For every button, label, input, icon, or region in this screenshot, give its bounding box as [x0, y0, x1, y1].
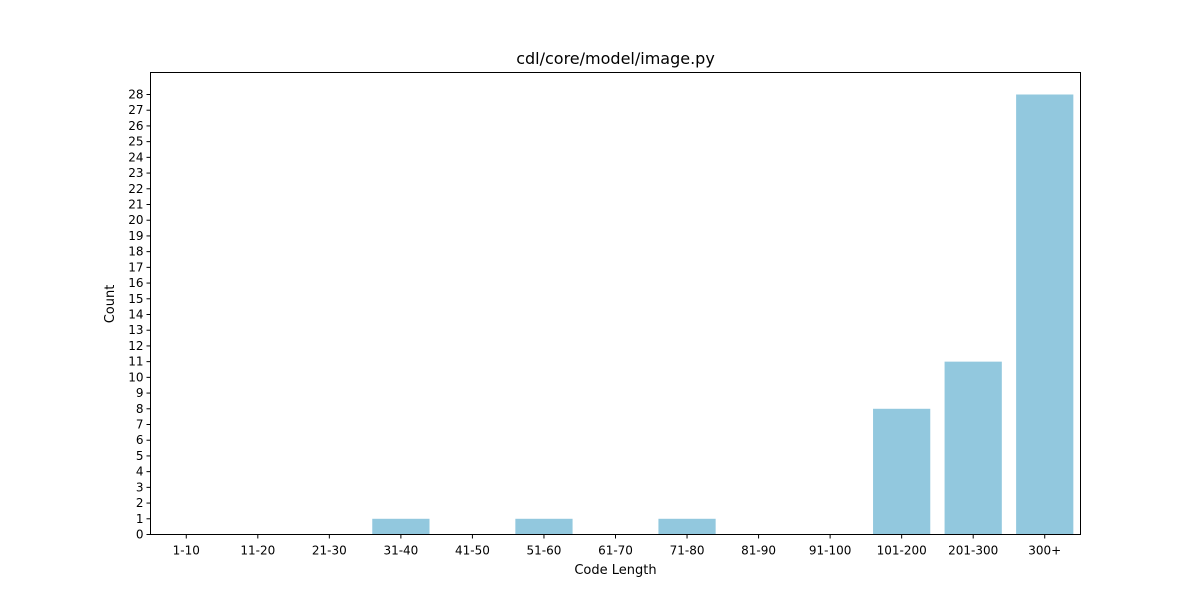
y-axis-ticks: 0123456789101112131415161718192021222324… [128, 88, 151, 542]
chart-title: cdl/core/model/image.py [516, 49, 715, 68]
x-tick-label: 300+ [1028, 544, 1061, 558]
x-tick-label: 21-30 [312, 544, 347, 558]
x-tick-label: 11-20 [240, 544, 275, 558]
bar-51-60 [515, 518, 573, 535]
x-tick-label: 1-10 [173, 544, 200, 558]
bar-300+ [1016, 94, 1074, 535]
bar-101-200 [873, 408, 931, 535]
x-tick-label: 51-60 [527, 544, 562, 558]
y-tick-label: 12 [128, 339, 143, 353]
y-tick-label: 14 [128, 308, 143, 322]
bar-201-300 [944, 361, 1002, 535]
y-axis-label: Count [103, 285, 118, 324]
y-tick-label: 22 [128, 182, 143, 196]
y-tick-label: 26 [128, 119, 143, 133]
y-tick-label: 21 [128, 198, 143, 212]
y-tick-label: 25 [128, 135, 143, 149]
bars-layer [372, 94, 1074, 535]
y-tick-label: 16 [128, 276, 143, 290]
bar-31-40 [372, 518, 430, 535]
y-tick-label: 0 [136, 528, 144, 542]
bar-71-80 [658, 518, 716, 535]
y-tick-label: 27 [128, 103, 143, 117]
x-tick-label: 201-300 [948, 544, 998, 558]
y-tick-label: 2 [136, 496, 144, 510]
y-tick-label: 17 [128, 260, 143, 274]
y-tick-label: 8 [136, 402, 144, 416]
x-axis-label: Code Length [574, 563, 656, 578]
y-tick-label: 23 [128, 166, 143, 180]
y-tick-label: 6 [136, 433, 144, 447]
y-tick-label: 24 [128, 150, 143, 164]
y-tick-label: 15 [128, 292, 143, 306]
x-tick-label: 31-40 [383, 544, 418, 558]
y-tick-label: 18 [128, 245, 143, 259]
x-tick-label: 41-50 [455, 544, 490, 558]
plot-frame [150, 72, 1081, 535]
x-tick-label: 81-90 [741, 544, 776, 558]
x-tick-label: 91-100 [809, 544, 852, 558]
y-tick-label: 19 [128, 229, 143, 243]
y-tick-label: 13 [128, 323, 143, 337]
y-tick-label: 9 [136, 386, 144, 400]
x-tick-label: 101-200 [877, 544, 927, 558]
x-tick-label: 71-80 [670, 544, 705, 558]
x-tick-label: 61-70 [598, 544, 633, 558]
y-tick-label: 11 [128, 355, 143, 369]
y-tick-label: 1 [136, 512, 144, 526]
y-tick-label: 28 [128, 88, 143, 102]
y-tick-label: 7 [136, 418, 144, 432]
y-tick-label: 20 [128, 213, 143, 227]
y-tick-label: 5 [136, 449, 144, 463]
y-tick-label: 10 [128, 370, 143, 384]
y-tick-label: 3 [136, 480, 144, 494]
y-tick-label: 4 [136, 465, 144, 479]
x-axis-ticks: 1-10 11-20 21-30 31-40 41-50 51-60 61-70 71-80 8… [173, 534, 1061, 558]
